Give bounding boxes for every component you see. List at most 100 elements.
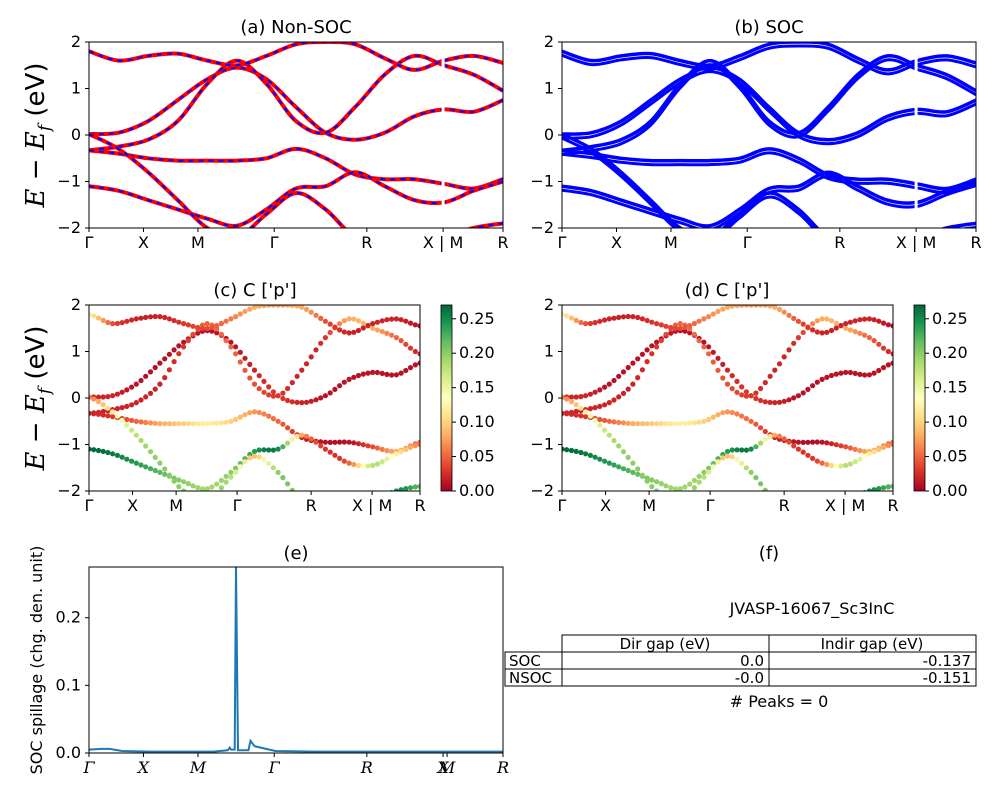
path-break [441,43,445,227]
band-point [880,365,887,371]
band-point [152,313,158,320]
band-point [824,440,830,446]
band-point [701,469,707,475]
band-point [341,329,347,335]
band-point [625,467,631,474]
panel-a-plot [89,42,503,228]
band-line-soc-split [562,151,976,195]
band-point [129,427,135,433]
band-point [412,484,418,490]
band-point [743,305,749,308]
band-point [157,469,163,475]
table-nsoc-dir-gap: -0.0 [735,669,764,687]
band-point [824,316,830,322]
band-point [762,399,768,405]
band-point [592,389,598,395]
band-point [355,318,362,324]
band-point [880,345,887,351]
band-point [374,319,380,325]
band-point [815,503,820,508]
band-point [105,319,111,326]
band-point [668,324,674,331]
band-point [795,393,802,399]
band-point [758,397,764,404]
band-point [162,356,168,362]
band-point [880,320,887,326]
table-header-indir-gap: Indir gap (eV) [821,635,924,653]
panel-e-plot [88,566,503,753]
band-point [838,463,844,469]
panel-c-yticks: −2 −1 0 1 2 [57,295,89,500]
band-point [233,344,239,350]
band-point [124,422,130,428]
band-point [762,428,768,435]
band-point [564,396,570,402]
band-point [871,487,877,491]
band-point [791,443,797,449]
band-point [332,324,338,330]
band-point [327,449,333,455]
band-point [568,315,575,321]
band-line-nonsoc-dash [89,42,503,71]
band-point [791,395,797,401]
band-point [578,394,584,400]
band-point [597,318,603,324]
band-point [819,460,825,466]
band-point [720,361,726,367]
band-point [639,367,646,373]
band-point [673,498,678,503]
band-point [743,447,750,453]
colorbar-tick-label: 0.05 [932,447,968,466]
band-line-nonsoc [89,53,503,153]
band-point [176,477,182,483]
band-point [616,464,622,470]
band-point [138,377,144,384]
x-tick-label: Γ [743,233,752,252]
band-point [360,325,366,331]
band-point [266,392,272,398]
band-point [327,390,333,396]
band-point [843,462,849,468]
band-point [890,351,893,357]
band-point [635,421,641,427]
band-point [568,447,575,454]
band-point [639,421,646,427]
band-point [407,485,414,491]
band-point [819,330,825,336]
band-point [176,484,182,490]
band-point [668,485,674,491]
band-point [701,474,707,480]
band-point [157,381,163,387]
band-point [251,381,258,387]
band-point [606,381,612,387]
band-point [322,439,328,445]
band-point [384,456,390,462]
band-point [129,384,135,390]
band-point [303,361,310,367]
panel-e-frame [88,566,504,754]
band-point [412,362,418,368]
band-point [294,433,300,439]
x-tick-label: X | M [896,233,936,252]
band-point [95,447,102,454]
band-point [337,321,343,327]
band-point [332,439,338,445]
band-point [162,466,168,472]
gap-table [504,634,977,687]
band-point [814,379,820,385]
band-point [195,330,201,336]
band-point [275,305,281,308]
band-point [564,411,570,417]
band-point [729,373,735,379]
band-point [819,439,825,445]
band-point [190,483,196,489]
band-point [270,393,276,399]
band-point [299,400,305,406]
colorbar-bar [913,304,926,492]
band-line-soc [562,147,976,191]
band-point [691,477,698,483]
band-point [616,373,622,379]
band-point [270,447,276,453]
band-point [748,418,754,424]
